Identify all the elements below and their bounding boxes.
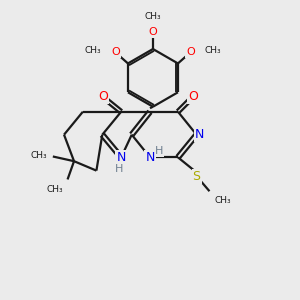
Text: O: O xyxy=(188,91,198,103)
Text: S: S xyxy=(193,170,200,183)
Text: CH₃: CH₃ xyxy=(31,152,47,160)
Text: O: O xyxy=(148,27,157,37)
Text: CH₃: CH₃ xyxy=(145,12,161,21)
Text: N: N xyxy=(195,128,204,141)
Text: N: N xyxy=(145,151,155,164)
Text: H: H xyxy=(154,146,163,157)
Text: CH₃: CH₃ xyxy=(214,196,231,205)
Text: H: H xyxy=(115,164,123,173)
Text: CH₃: CH₃ xyxy=(46,185,63,194)
Text: N: N xyxy=(116,151,126,164)
Text: CH₃: CH₃ xyxy=(204,46,221,55)
Text: O: O xyxy=(111,47,120,57)
Text: O: O xyxy=(186,47,195,57)
Text: CH₃: CH₃ xyxy=(84,46,101,55)
Text: O: O xyxy=(98,91,108,103)
